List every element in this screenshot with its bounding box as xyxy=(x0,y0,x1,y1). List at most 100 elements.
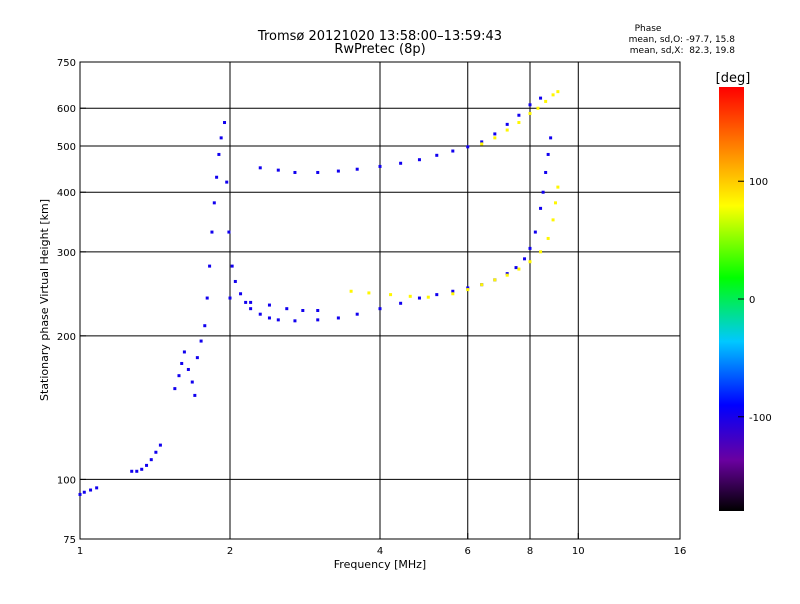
y-tick-label: 100 xyxy=(57,475,76,486)
data-point-o xyxy=(533,230,537,234)
data-point-x xyxy=(539,250,543,254)
data-point-x xyxy=(556,185,560,189)
data-point-o xyxy=(149,458,153,462)
y-axis-label: Stationary phase Virtual Height [km] xyxy=(38,199,51,401)
data-point-o xyxy=(199,339,203,343)
data-point-o xyxy=(541,190,545,194)
data-point-o xyxy=(95,486,99,490)
data-point-o xyxy=(505,272,509,276)
data-point-o xyxy=(219,136,223,140)
data-point-o xyxy=(258,312,262,316)
data-point-o xyxy=(517,113,521,117)
data-point-x xyxy=(367,291,371,295)
data-point-x xyxy=(408,294,412,298)
data-point-o xyxy=(177,374,181,378)
data-point-x xyxy=(544,99,548,103)
data-point-o xyxy=(239,292,243,296)
y-tick-label: 400 xyxy=(57,188,76,199)
data-point-x xyxy=(349,289,353,293)
data-point-o xyxy=(435,153,439,157)
data-point-o xyxy=(267,316,271,320)
data-point-o xyxy=(505,122,509,126)
data-point-x xyxy=(517,267,521,271)
data-point-o xyxy=(145,463,149,467)
data-point-x xyxy=(480,283,484,287)
colorbar-label: [deg] xyxy=(716,71,751,86)
x-tick-label: 2 xyxy=(227,546,233,557)
data-point-x xyxy=(551,218,555,222)
chart-title: Tromsø 20121020 13:58:00–13:59:43 xyxy=(257,29,502,44)
data-point-o xyxy=(336,169,340,173)
y-tick-label: 500 xyxy=(57,142,76,153)
data-point-o xyxy=(514,266,518,270)
data-point-o xyxy=(493,132,497,136)
data-point-o xyxy=(182,350,186,354)
y-tick-label: 75 xyxy=(63,535,76,546)
data-point-o xyxy=(549,136,553,140)
data-point-x xyxy=(556,90,560,94)
data-point-o xyxy=(316,170,320,174)
data-point-x xyxy=(389,293,393,297)
data-point-x xyxy=(493,136,497,140)
y-tick-label: 200 xyxy=(57,332,76,343)
data-point-o xyxy=(466,286,470,290)
colorbar-ticks: 100 0 -100 xyxy=(738,177,772,424)
data-point-o xyxy=(130,469,134,473)
data-point-o xyxy=(244,300,248,304)
data-point-x xyxy=(480,142,484,146)
grid-lines xyxy=(80,62,680,539)
phase-info-title: Phase xyxy=(635,24,662,34)
data-point-o xyxy=(523,257,527,261)
data-point-x xyxy=(466,288,470,292)
data-point-o xyxy=(180,361,184,365)
data-point-o xyxy=(249,307,253,311)
data-point-o xyxy=(293,319,297,323)
data-point-x xyxy=(553,201,557,205)
data-point-o xyxy=(480,140,484,144)
data-point-x xyxy=(451,292,455,296)
data-point-o xyxy=(233,279,237,283)
data-point-o xyxy=(355,312,359,316)
data-point-o xyxy=(528,103,532,107)
data-point-o xyxy=(215,175,219,179)
data-point-o xyxy=(417,158,421,162)
data-point-o xyxy=(140,467,144,471)
data-point-o xyxy=(539,206,543,210)
data-point-o xyxy=(316,308,320,312)
x-axis-label: Frequency [MHz] xyxy=(334,558,426,571)
data-point-o xyxy=(451,289,455,293)
x-tick-label: 1 xyxy=(77,546,83,557)
data-point-o xyxy=(417,296,421,300)
data-point-x xyxy=(505,128,509,132)
data-point-o xyxy=(276,168,280,172)
data-point-o xyxy=(293,170,297,174)
data-point-o xyxy=(212,201,216,205)
data-point-o xyxy=(82,490,86,494)
data-point-o xyxy=(539,96,543,100)
data-point-o xyxy=(258,166,262,170)
data-point-o xyxy=(301,308,305,312)
data-point-o xyxy=(135,469,139,473)
data-point-o xyxy=(399,301,403,305)
data-points xyxy=(78,90,560,496)
data-point-o xyxy=(378,307,382,311)
data-point-o xyxy=(230,264,234,268)
data-point-x xyxy=(536,106,540,110)
data-point-x xyxy=(505,273,509,277)
chart-subtitle: RwPretec (8p) xyxy=(334,42,425,57)
x-tick-label: 10 xyxy=(572,546,585,557)
data-point-o xyxy=(173,387,177,391)
data-point-x xyxy=(426,295,430,299)
data-point-o xyxy=(89,488,93,492)
data-point-o xyxy=(227,230,231,234)
data-point-o xyxy=(267,303,271,307)
y-tick-label: 300 xyxy=(57,248,76,259)
data-point-o xyxy=(435,293,439,297)
data-point-o xyxy=(210,230,214,234)
data-point-o xyxy=(158,443,162,447)
data-point-o xyxy=(223,121,227,125)
data-point-x xyxy=(546,236,550,240)
data-point-o xyxy=(276,318,280,322)
